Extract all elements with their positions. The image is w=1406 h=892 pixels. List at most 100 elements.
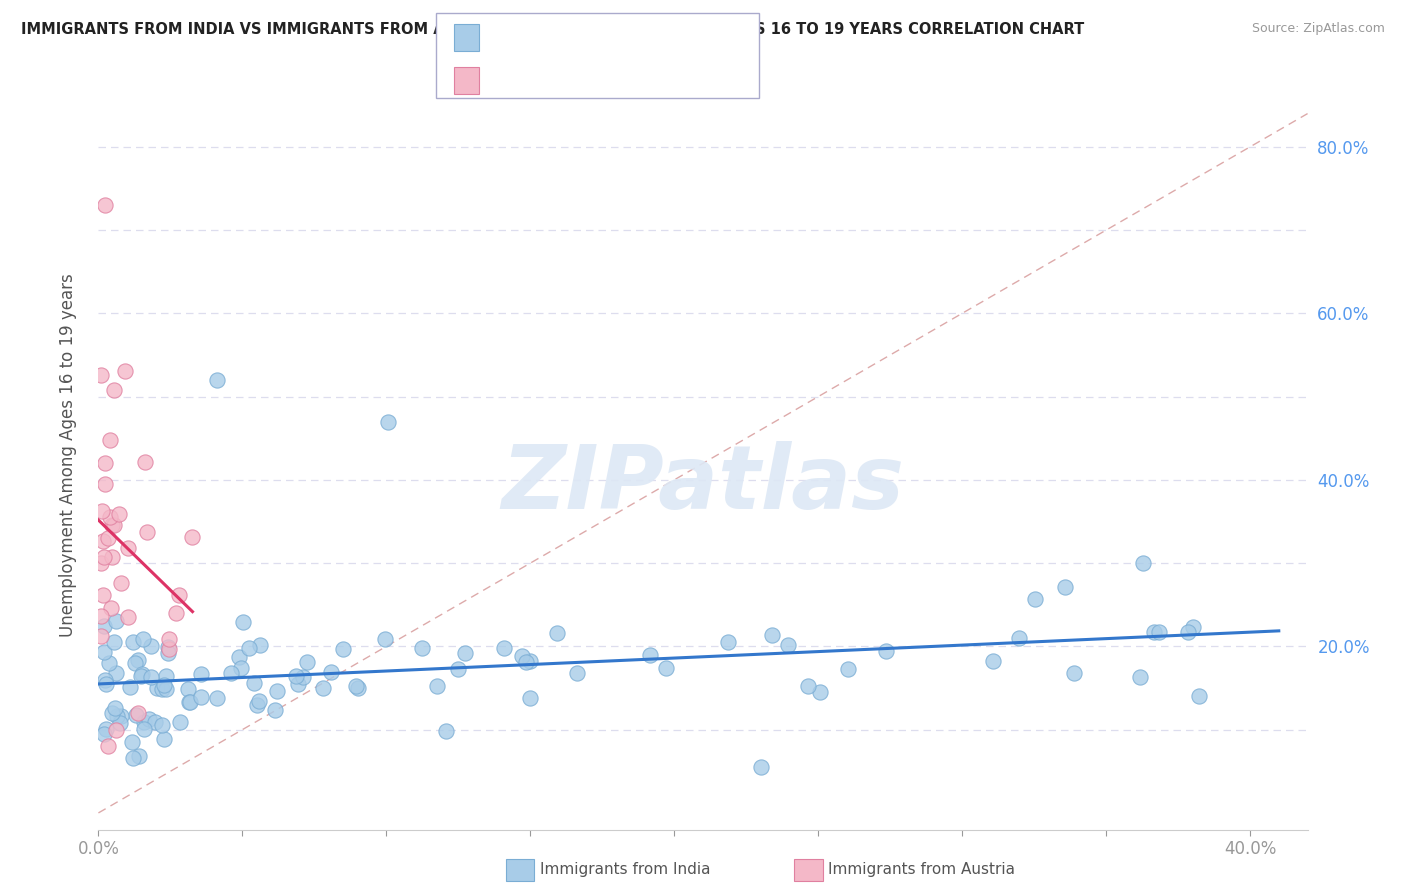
Point <box>121 735 143 749</box>
Point <box>97 657 120 671</box>
Point <box>247 693 270 707</box>
Point <box>143 714 166 729</box>
Point <box>128 748 150 763</box>
Point <box>332 642 354 657</box>
Point <box>249 638 271 652</box>
Point <box>169 588 191 602</box>
Point <box>138 712 160 726</box>
Point <box>205 373 228 387</box>
Point <box>190 690 212 704</box>
Point <box>284 668 307 682</box>
Point <box>100 706 122 720</box>
Point <box>104 723 127 737</box>
Point <box>426 679 449 693</box>
Point <box>165 607 187 621</box>
Point <box>778 639 800 653</box>
Point <box>243 675 266 690</box>
Point <box>93 727 115 741</box>
Point <box>492 640 515 655</box>
Point <box>105 614 128 628</box>
Point <box>97 739 120 754</box>
Point <box>153 678 176 692</box>
Text: 0.184: 0.184 <box>538 71 596 89</box>
Point <box>127 706 149 720</box>
Point <box>146 681 169 695</box>
Point <box>1054 580 1077 594</box>
Point <box>122 635 145 649</box>
Point <box>120 680 142 694</box>
Point <box>114 364 136 378</box>
Point <box>129 669 152 683</box>
Point <box>510 648 533 663</box>
Text: R =: R = <box>488 71 527 89</box>
Point <box>152 732 174 747</box>
Point <box>156 646 179 660</box>
Point <box>104 701 127 715</box>
Point <box>150 718 173 732</box>
Point <box>91 588 114 602</box>
Point <box>749 759 772 773</box>
Point <box>1181 620 1204 634</box>
Point <box>291 670 314 684</box>
Point <box>157 632 180 646</box>
Point <box>98 434 121 448</box>
Point <box>90 557 112 571</box>
Point <box>101 549 124 564</box>
Point <box>93 644 115 658</box>
Point <box>207 691 229 706</box>
Point <box>139 639 162 653</box>
Point <box>94 677 117 691</box>
Point <box>655 661 678 675</box>
Point <box>155 682 177 697</box>
Point <box>1177 624 1199 639</box>
Point <box>94 477 117 491</box>
Text: ZIPatlas: ZIPatlas <box>502 442 904 528</box>
Point <box>1063 666 1085 681</box>
Point <box>808 685 831 699</box>
Point <box>761 628 783 642</box>
Point <box>107 708 129 723</box>
Point <box>110 575 132 590</box>
Point <box>90 368 112 382</box>
Point <box>229 661 252 675</box>
Point <box>98 510 121 524</box>
Point <box>1024 591 1046 606</box>
Y-axis label: Unemployment Among Ages 16 to 19 years: Unemployment Among Ages 16 to 19 years <box>59 273 77 637</box>
Point <box>519 655 541 669</box>
Text: 0.132: 0.132 <box>538 29 595 46</box>
Point <box>127 653 149 667</box>
Point <box>94 456 117 470</box>
Point <box>179 695 201 709</box>
Point <box>515 656 537 670</box>
Point <box>103 635 125 649</box>
Point <box>266 684 288 698</box>
Point <box>875 644 897 658</box>
Point <box>190 666 212 681</box>
Point <box>96 723 118 737</box>
Point <box>108 507 131 521</box>
Point <box>132 714 155 729</box>
Point <box>139 670 162 684</box>
Point <box>344 680 367 694</box>
Point <box>93 550 115 565</box>
Point <box>565 665 588 680</box>
Point <box>312 681 335 696</box>
Point <box>150 682 173 697</box>
Text: Source: ZipAtlas.com: Source: ZipAtlas.com <box>1251 22 1385 36</box>
Point <box>103 517 125 532</box>
Point <box>1129 670 1152 684</box>
Point <box>157 641 180 656</box>
Point <box>90 608 112 623</box>
Point <box>110 708 132 723</box>
Point <box>155 669 177 683</box>
Point <box>132 723 155 737</box>
Point <box>101 518 124 533</box>
Point <box>117 609 139 624</box>
Point <box>136 524 159 539</box>
Point <box>411 641 433 656</box>
Point <box>1008 631 1031 645</box>
Point <box>238 640 260 655</box>
Point <box>117 541 139 556</box>
Point <box>104 666 127 681</box>
Point <box>374 632 396 646</box>
